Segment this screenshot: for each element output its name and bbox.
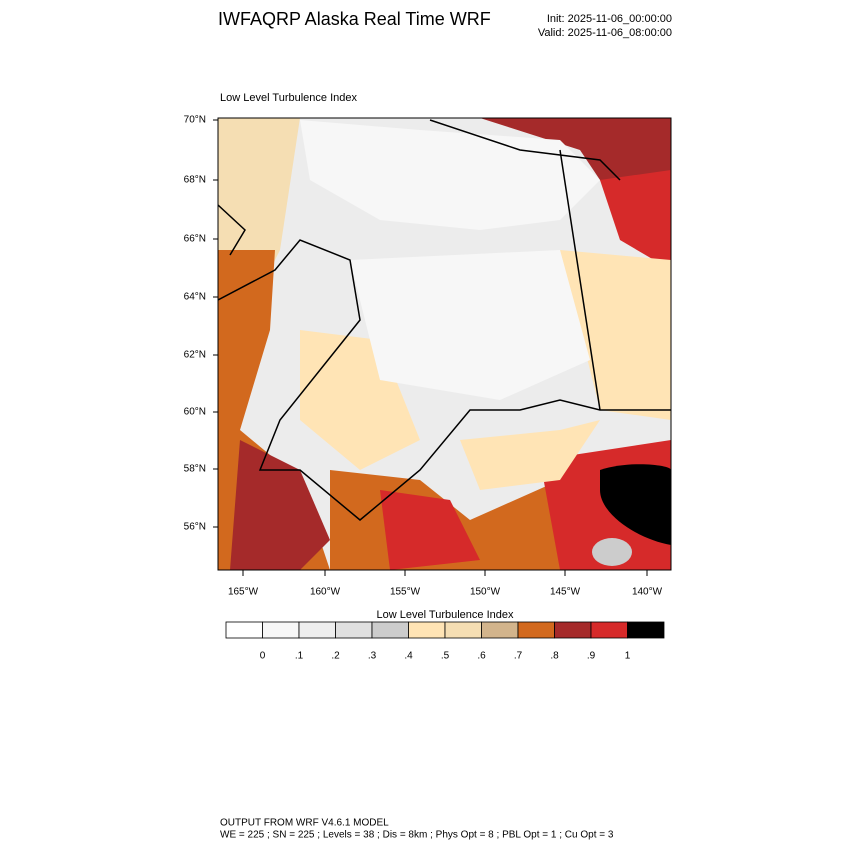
lat-label: 68°N [184, 175, 206, 186]
colorbar-label: .1 [295, 651, 304, 662]
colorbar-box [517, 621, 555, 639]
colorbar-label: .2 [331, 651, 340, 662]
map-title: Low Level Turbulence Index [220, 92, 357, 104]
map-field [218, 118, 671, 570]
colorbar-label: .8 [550, 651, 559, 662]
colorbar-box [444, 621, 482, 639]
lat-label: 66°N [184, 234, 206, 245]
colorbar-box [298, 621, 336, 639]
lon-label: 165°W [228, 587, 259, 598]
init-time: Init: 2025-11-06_00:00:00 [547, 13, 672, 25]
lon-label: 145°W [550, 587, 581, 598]
colorbar-box [627, 621, 665, 639]
lat-label: 64°N [184, 292, 206, 303]
valid-time: Valid: 2025-11-06_08:00:00 [538, 27, 672, 39]
title: IWFAQRP Alaska Real Time WRF [218, 9, 491, 29]
colorbar-label: .4 [404, 651, 413, 662]
colorbar-label: .3 [368, 651, 377, 662]
lat-label: 70°N [184, 115, 206, 126]
lat-label: 58°N [184, 464, 206, 475]
colorbar-label: 0 [260, 651, 266, 662]
map-frame [217, 117, 672, 571]
lat-label: 60°N [184, 407, 206, 418]
colorbar-box [481, 621, 519, 639]
lon-label: 160°W [310, 587, 341, 598]
lon-labels: 165°W 160°W 155°W 150°W 145°W 140°W [228, 570, 663, 598]
colorbar-label: .9 [587, 651, 596, 662]
colorbar-box [225, 621, 263, 639]
colorbar-box [262, 621, 300, 639]
lon-label: 155°W [390, 587, 421, 598]
colorbar-label: .5 [441, 651, 450, 662]
footer-line: WE = 225 ; SN = 225 ; Levels = 38 ; Dis … [220, 830, 614, 841]
lat-labels: 70°N 68°N 66°N 64°N 62°N 60°N 58°N 56°N [184, 115, 218, 533]
colorbar-box [554, 621, 592, 639]
lat-label: 62°N [184, 350, 206, 361]
lon-label: 150°W [470, 587, 501, 598]
colorbar-label: .7 [514, 651, 523, 662]
colorbar: 0 .1 .2 .3 .4 .5 .6 .7 .8 .9 1 [225, 621, 665, 662]
colorbar-label: 1 [625, 651, 631, 662]
colorbar-box [371, 621, 409, 639]
colorbar-box [335, 621, 373, 639]
colorbar-box [590, 621, 628, 639]
colorbar-title: Low Level Turbulence Index [377, 609, 514, 621]
colorbar-label: .6 [477, 651, 486, 662]
lat-label: 56°N [184, 522, 206, 533]
colorbar-box [408, 621, 446, 639]
footer-line: OUTPUT FROM WRF V4.6.1 MODEL [220, 818, 389, 829]
lon-label: 140°W [632, 587, 663, 598]
